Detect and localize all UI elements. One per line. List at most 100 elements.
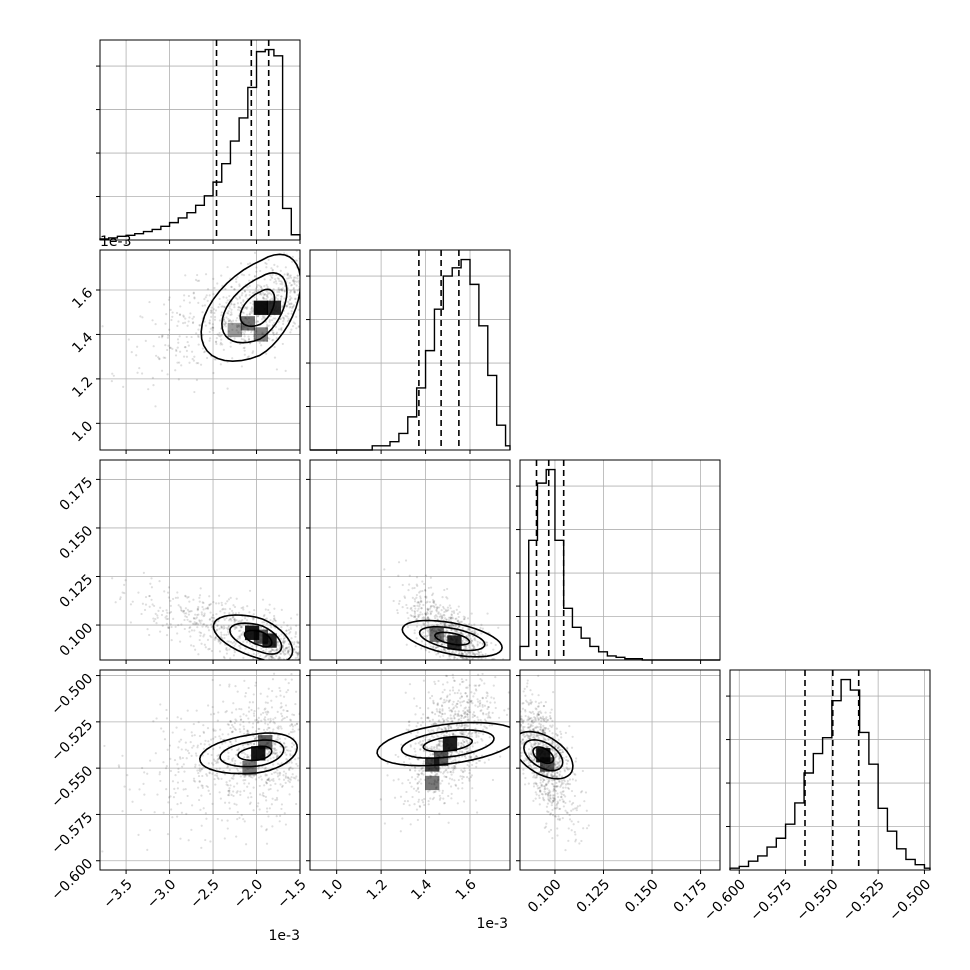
scatter-point [239, 262, 243, 265]
scatter-point [452, 765, 455, 768]
scatter-point [468, 708, 471, 711]
scatter-point [253, 714, 256, 717]
scatter-point [162, 356, 165, 359]
scatter-point [265, 622, 269, 625]
scatter-point [444, 728, 447, 731]
scatter-point [225, 633, 228, 636]
scatter-point [432, 736, 435, 739]
scatter-point [538, 722, 541, 725]
scatter-point [212, 616, 216, 620]
scatter-point [275, 332, 278, 336]
scatter-points [383, 559, 505, 687]
scatter-point [282, 778, 286, 781]
scatter-point [267, 815, 270, 818]
scatter-point [491, 778, 495, 782]
scatter-point [271, 656, 275, 660]
scatter-point [307, 262, 309, 264]
scatter-point [177, 320, 180, 323]
scatter-point [168, 346, 172, 349]
scatter-point [479, 664, 481, 666]
scatter-point [474, 639, 477, 642]
scatter-point [451, 624, 454, 627]
scatter-point [480, 737, 483, 741]
scatter-point [197, 279, 201, 282]
scatter-point [475, 661, 477, 663]
scatter-point [574, 833, 577, 836]
scatter-point [421, 770, 424, 773]
scatter-point [180, 748, 183, 751]
scatter-point [491, 685, 493, 687]
scatter-point [314, 655, 316, 657]
scatter-point [201, 786, 204, 789]
scatter-point [176, 787, 179, 790]
scatter-point [269, 273, 272, 276]
scatter-point [540, 784, 543, 787]
scatter-point [463, 707, 466, 710]
scatter-point [246, 286, 249, 289]
scatter-point [454, 661, 456, 663]
scatter-point [437, 612, 440, 615]
scatter-point [272, 618, 276, 621]
scatter-point [448, 654, 451, 657]
scatter-point [432, 791, 435, 794]
scatter-point [311, 259, 313, 261]
scatter-point [268, 750, 271, 754]
scatter-point [474, 631, 477, 634]
scatter-point [167, 334, 170, 337]
scatter-point [284, 823, 288, 826]
scatter-point [247, 755, 250, 759]
scatter-point [265, 352, 268, 355]
scatter-point [561, 748, 564, 751]
scatter-point [560, 732, 563, 736]
scatter-point [331, 666, 333, 668]
scatter-point [268, 292, 271, 295]
scatter-point [318, 651, 320, 653]
scatter-point [174, 625, 177, 628]
scatter-point [136, 371, 139, 374]
scatter-point [485, 727, 489, 730]
scatter-point [242, 346, 245, 350]
scatter-point [422, 623, 425, 626]
scatter-point [294, 724, 297, 727]
scatter-point [244, 306, 247, 309]
scatter-point [247, 710, 251, 713]
scatter-point [295, 679, 297, 681]
scatter-point [446, 694, 449, 697]
scatter-point [266, 778, 269, 782]
scatter-point [233, 618, 236, 621]
scatter-point [226, 640, 229, 643]
scatter-point [285, 758, 288, 761]
scatter-point [415, 596, 418, 599]
scatter-point [233, 762, 236, 765]
scatter-point [479, 723, 483, 726]
scatter-point [190, 629, 194, 632]
scatter-point [437, 606, 441, 609]
scatter-point [474, 688, 478, 691]
scatter-point [527, 752, 530, 755]
scatter-point [450, 751, 453, 754]
scatter-point [460, 632, 463, 635]
scatter-point [289, 661, 291, 663]
scatter-point [224, 320, 227, 323]
scatter-point [278, 820, 281, 823]
scatter-point [239, 625, 242, 628]
scatter-point [206, 299, 209, 303]
scatter-point [262, 333, 265, 336]
scatter-point [212, 763, 215, 766]
scatter-point [266, 695, 269, 698]
scatter-point [139, 315, 142, 318]
scatter-point [259, 654, 262, 657]
hist-step [519, 468, 720, 661]
scatter-point [289, 626, 292, 629]
scatter-point [282, 640, 285, 643]
scatter-point [472, 676, 474, 678]
scatter-point [239, 775, 242, 778]
scatter-point [192, 616, 195, 620]
scatter-point [296, 293, 299, 297]
scatter-point [433, 721, 437, 725]
scatter-point [415, 725, 418, 728]
density-cell [447, 635, 462, 650]
scatter-point [112, 374, 115, 377]
scatter-point [327, 277, 329, 279]
scatter-point [200, 794, 203, 797]
